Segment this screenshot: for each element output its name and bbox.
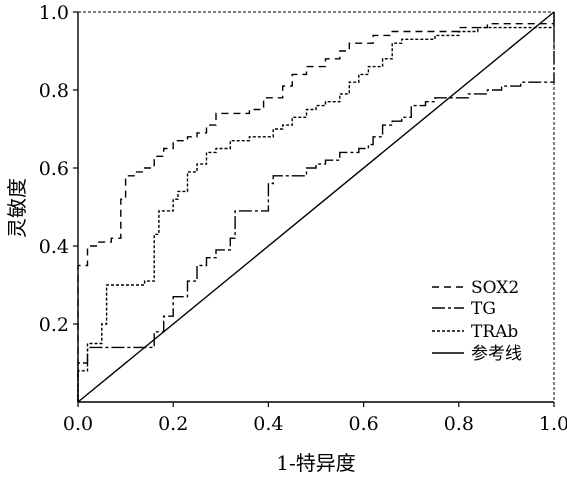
legend-label-2: TG (471, 299, 496, 319)
legend-label-3: TRAb (471, 322, 518, 342)
x-tick-label: 0.6 (348, 413, 378, 435)
y-tick-label: 0.6 (39, 158, 69, 180)
x-tick-label: 0.4 (253, 413, 283, 435)
x-tick-label: 0.0 (63, 413, 93, 435)
y-tick-label: 0.4 (39, 236, 69, 258)
series-line-4 (77, 11, 555, 403)
series-line-2 (77, 12, 555, 402)
series-line-3 (77, 12, 555, 402)
x-tick-label: 0.2 (158, 413, 188, 435)
x-axis-label: 1-特异度 (276, 451, 355, 475)
y-tick-label: 1.0 (39, 2, 69, 24)
y-axis-label: 灵敏度 (5, 178, 29, 238)
series-line-1 (77, 12, 555, 402)
y-tick-label: 0.8 (39, 80, 69, 102)
legend-label-4: 参考线 (471, 344, 522, 364)
y-tick-label: 0.2 (39, 314, 69, 336)
x-tick-label: 0.8 (444, 413, 474, 435)
x-tick-label: 1.0 (539, 413, 567, 435)
legend-label-1: SOX2 (471, 278, 519, 298)
